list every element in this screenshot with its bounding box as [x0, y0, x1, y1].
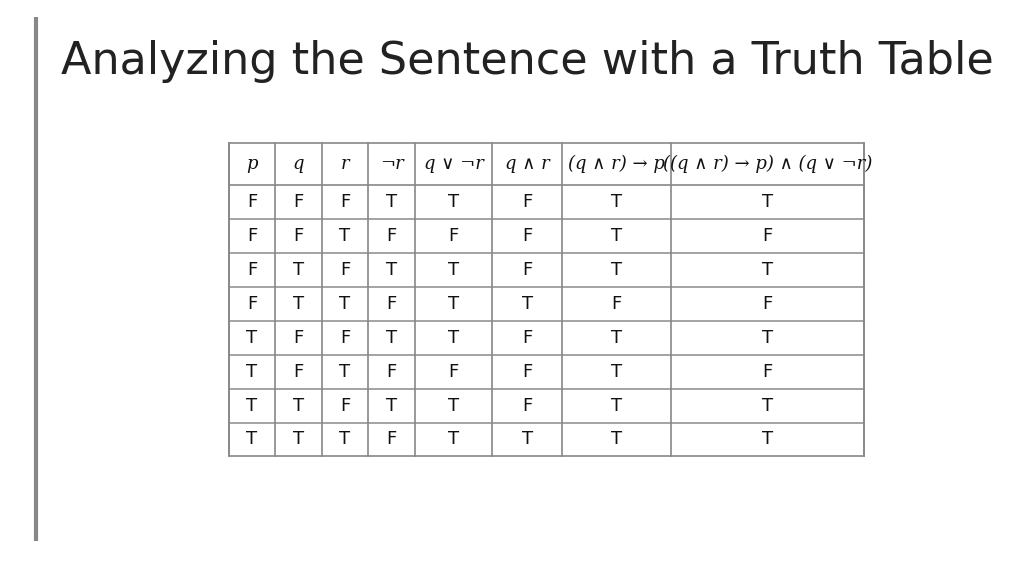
Text: T: T	[339, 227, 350, 245]
Text: F: F	[762, 363, 772, 381]
Text: F: F	[522, 194, 532, 211]
Text: F: F	[247, 261, 257, 279]
Text: F: F	[611, 295, 622, 313]
Text: F: F	[522, 261, 532, 279]
Text: F: F	[386, 430, 396, 449]
Text: T: T	[521, 295, 532, 313]
Text: q ∧ r: q ∧ r	[505, 155, 550, 173]
Text: T: T	[521, 430, 532, 449]
Text: F: F	[247, 227, 257, 245]
Text: T: T	[247, 397, 258, 415]
Text: F: F	[386, 295, 396, 313]
Text: F: F	[340, 329, 350, 347]
Text: F: F	[247, 194, 257, 211]
Text: F: F	[522, 397, 532, 415]
Text: F: F	[340, 261, 350, 279]
Text: T: T	[610, 397, 622, 415]
Text: T: T	[447, 397, 459, 415]
Text: (q ∧ r) → p: (q ∧ r) → p	[568, 155, 665, 173]
Text: ((q ∧ r) → p) ∧ (q ∨ ¬r): ((q ∧ r) → p) ∧ (q ∨ ¬r)	[663, 155, 872, 173]
Text: T: T	[447, 194, 459, 211]
Text: F: F	[449, 363, 459, 381]
Text: T: T	[293, 397, 304, 415]
Text: T: T	[610, 261, 622, 279]
Text: T: T	[447, 430, 459, 449]
Text: T: T	[762, 261, 773, 279]
Text: T: T	[610, 194, 622, 211]
Text: F: F	[522, 363, 532, 381]
Text: F: F	[449, 227, 459, 245]
Text: T: T	[247, 430, 258, 449]
Text: T: T	[447, 295, 459, 313]
Text: q: q	[293, 155, 304, 173]
Text: T: T	[386, 397, 397, 415]
Text: T: T	[386, 194, 397, 211]
Text: F: F	[293, 329, 304, 347]
Text: T: T	[386, 329, 397, 347]
Text: T: T	[762, 194, 773, 211]
Text: T: T	[247, 363, 258, 381]
Text: T: T	[610, 227, 622, 245]
Text: T: T	[247, 329, 258, 347]
Text: ¬r: ¬r	[380, 155, 403, 173]
Text: F: F	[340, 194, 350, 211]
Text: F: F	[762, 227, 772, 245]
Text: T: T	[762, 397, 773, 415]
Text: F: F	[762, 295, 772, 313]
Text: F: F	[386, 227, 396, 245]
Text: T: T	[386, 261, 397, 279]
Text: q ∨ ¬r: q ∨ ¬r	[424, 155, 483, 173]
Text: F: F	[293, 363, 304, 381]
Text: T: T	[293, 261, 304, 279]
Text: F: F	[293, 194, 304, 211]
Text: F: F	[247, 295, 257, 313]
Text: T: T	[610, 363, 622, 381]
Text: T: T	[339, 363, 350, 381]
Text: T: T	[447, 329, 459, 347]
Bar	[228, 143, 864, 456]
Text: T: T	[610, 329, 622, 347]
Text: F: F	[386, 363, 396, 381]
Text: T: T	[339, 295, 350, 313]
Text: T: T	[762, 430, 773, 449]
Text: r: r	[341, 155, 349, 173]
Text: F: F	[522, 227, 532, 245]
Text: T: T	[339, 430, 350, 449]
Text: Analyzing the Sentence with a Truth Table: Analyzing the Sentence with a Truth Tabl…	[61, 40, 994, 84]
Text: T: T	[447, 261, 459, 279]
Text: T: T	[610, 430, 622, 449]
Text: F: F	[293, 227, 304, 245]
Text: F: F	[522, 329, 532, 347]
Text: T: T	[293, 295, 304, 313]
Text: T: T	[762, 329, 773, 347]
Text: p: p	[246, 155, 258, 173]
Text: F: F	[340, 397, 350, 415]
Text: T: T	[293, 430, 304, 449]
